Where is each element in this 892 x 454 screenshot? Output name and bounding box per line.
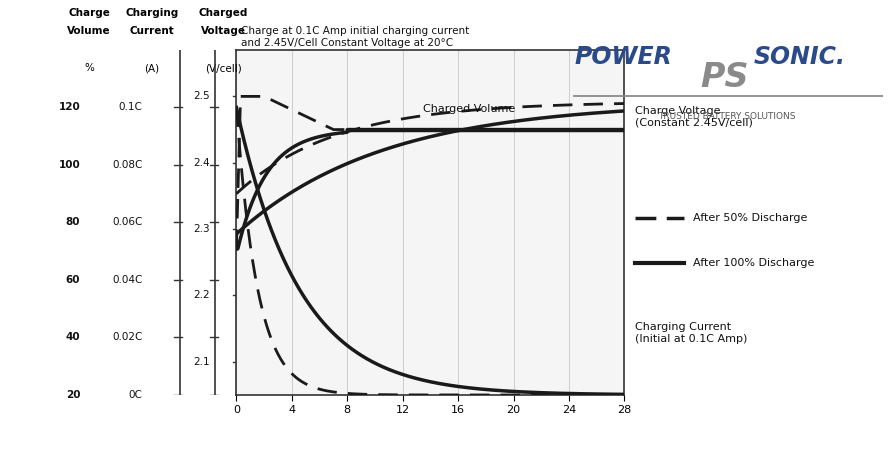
Text: Voltage: Voltage [201,26,245,36]
Text: TRUSTED BATTERY SOLUTIONS: TRUSTED BATTERY SOLUTIONS [658,112,796,121]
Text: Charged: Charged [198,8,248,18]
Text: 2.4: 2.4 [193,158,210,168]
Text: 20: 20 [66,390,80,400]
Text: 0.08C: 0.08C [112,160,143,170]
Text: 0.06C: 0.06C [112,217,143,227]
Text: (A): (A) [145,63,159,73]
Text: Charging: Charging [125,8,178,18]
Text: 2.5: 2.5 [193,91,210,101]
Text: 120: 120 [59,103,80,113]
Text: Charge at 0.1C Amp initial charging current
and 2.45V/Cell Constant Voltage at 2: Charge at 0.1C Amp initial charging curr… [241,26,469,48]
Text: (V/cell): (V/cell) [204,63,242,73]
Text: 60: 60 [66,275,80,285]
Text: POWER: POWER [574,45,672,69]
Text: SONIC.: SONIC. [754,45,846,69]
Text: 2.2: 2.2 [193,291,210,301]
Text: 40: 40 [66,332,80,342]
Text: 80: 80 [66,217,80,227]
Text: Charged Volume: Charged Volume [424,104,516,114]
Text: 2.3: 2.3 [193,224,210,234]
Text: 0.04C: 0.04C [112,275,143,285]
Text: 100: 100 [59,160,80,170]
Text: %: % [84,63,95,73]
Text: Volume: Volume [68,26,111,36]
Text: 0.1C: 0.1C [119,103,143,113]
Text: PS: PS [700,61,749,94]
Text: 0.02C: 0.02C [112,332,143,342]
Text: Charge: Charge [69,8,110,18]
Text: 0C: 0C [128,390,143,400]
Text: After 100% Discharge: After 100% Discharge [693,258,814,268]
Text: After 50% Discharge: After 50% Discharge [693,213,807,223]
Text: Charge Voltage
(Constant 2.45V/cell): Charge Voltage (Constant 2.45V/cell) [635,106,753,127]
Text: Current: Current [129,26,174,36]
Text: 2.1: 2.1 [193,357,210,367]
Text: Charging Current
(Initial at 0.1C Amp): Charging Current (Initial at 0.1C Amp) [635,322,747,344]
